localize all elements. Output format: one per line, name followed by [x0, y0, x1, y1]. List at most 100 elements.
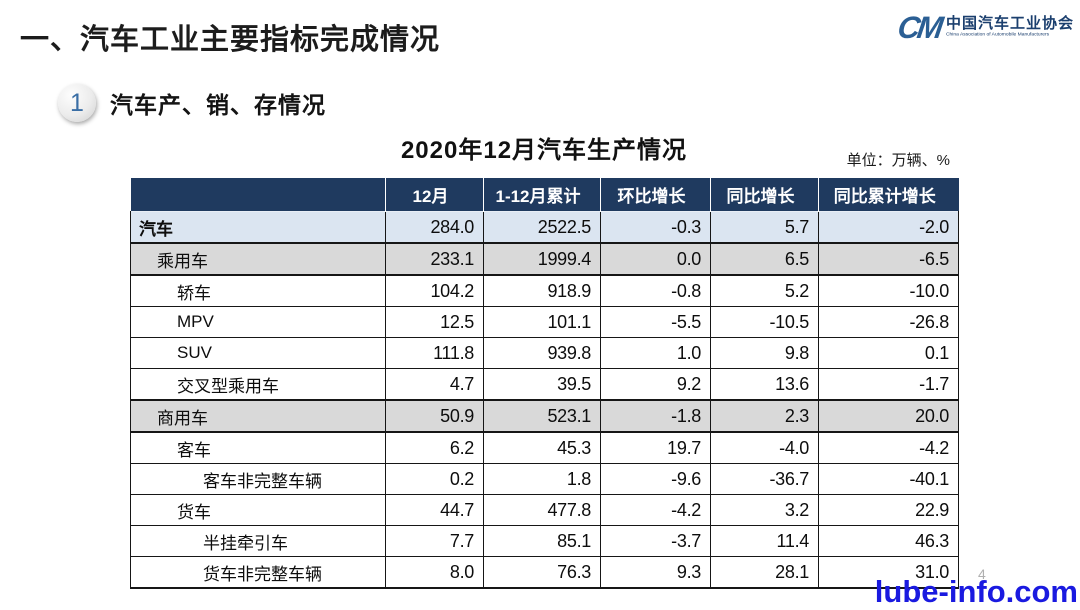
- value-cell: -6.5: [818, 242, 959, 276]
- value-cell: 1.0: [600, 337, 711, 369]
- value-cell: 45.3: [483, 431, 601, 464]
- value-cell: 19.7: [600, 431, 711, 464]
- value-cell: 284.0: [385, 211, 484, 244]
- unit-note: 单位：万辆、%: [846, 152, 950, 169]
- value-cell: -40.1: [818, 463, 959, 495]
- value-cell: 111.8: [385, 337, 484, 369]
- row-label: 汽车: [130, 211, 386, 244]
- value-cell: 8.0: [385, 556, 484, 589]
- value-cell: 0.0: [600, 242, 711, 276]
- value-cell: 9.3: [600, 556, 711, 589]
- value-cell: 31.0: [818, 556, 959, 589]
- table-row: 货车 44.7 477.8 -4.2 3.2 22.9: [130, 494, 959, 526]
- value-cell: 1999.4: [483, 242, 601, 276]
- value-cell: -0.8: [600, 274, 711, 307]
- value-cell: 39.5: [483, 368, 601, 401]
- row-label: 乘用车: [130, 242, 386, 276]
- table-row: 客车非完整车辆 0.2 1.8 -9.6 -36.7 -40.1: [130, 463, 959, 495]
- column-header: 环比增长: [600, 178, 711, 212]
- value-cell: 76.3: [483, 556, 601, 589]
- table-header-row: 12月 1-12月累计 环比增长 同比增长 同比累计增长: [130, 178, 959, 212]
- section-number-badge: 1: [58, 84, 96, 122]
- table-header: 12月 1-12月累计 环比增长 同比增长 同比累计增长: [130, 178, 959, 212]
- row-label: 商用车: [130, 399, 386, 433]
- value-cell: -3.7: [600, 525, 711, 557]
- value-cell: 233.1: [385, 242, 484, 276]
- value-cell: 9.2: [600, 368, 711, 401]
- row-label: 交叉型乘用车: [130, 368, 386, 401]
- production-table: 12月 1-12月累计 环比增长 同比增长 同比累计增长 汽车 284.0 2522.5 -0…: [130, 178, 959, 589]
- table-row: 半挂牵引车 7.7 85.1 -3.7 11.4 46.3: [130, 525, 959, 557]
- row-label: MPV: [130, 306, 386, 338]
- value-cell: 0.1: [818, 337, 959, 369]
- value-cell: 6.2: [385, 431, 484, 464]
- caam-logo: CM 中国汽车工业协会 China Association of Automob…: [895, 10, 1074, 45]
- table-body: 汽车 284.0 2522.5 -0.3 5.7 -2.0 乘用车 233.1 1999.4 0.…: [130, 211, 959, 589]
- value-cell: 918.9: [483, 274, 601, 307]
- value-cell: 22.9: [818, 494, 959, 526]
- value-cell: 939.8: [483, 337, 601, 369]
- column-header: 同比增长: [710, 178, 819, 212]
- value-cell: 477.8: [483, 494, 601, 526]
- section-title: 汽车产、销、存情况: [110, 92, 326, 118]
- value-cell: -1.8: [600, 399, 711, 433]
- row-label: 货车: [130, 494, 386, 526]
- value-cell: -10.0: [818, 274, 959, 307]
- value-cell: 50.9: [385, 399, 484, 433]
- value-cell: -26.8: [818, 306, 959, 338]
- value-cell: -2.0: [818, 211, 959, 244]
- watermark: lube-info.com: [874, 574, 1078, 609]
- logo-name-en: China Association of Automobile Manufact…: [945, 32, 1050, 38]
- value-cell: 2522.5: [483, 211, 601, 244]
- value-cell: -4.0: [710, 431, 819, 464]
- value-cell: 7.7: [385, 525, 484, 557]
- row-label: 货车非完整车辆: [130, 556, 386, 589]
- value-cell: 46.3: [818, 525, 959, 557]
- table-row: 交叉型乘用车 4.7 39.5 9.2 13.6 -1.7: [130, 368, 959, 401]
- value-cell: -9.6: [600, 463, 711, 495]
- page-title: 一、汽车工业主要指标完成情况: [20, 24, 441, 56]
- section-header: 1 汽车产、销、存情况: [58, 84, 326, 122]
- value-cell: 523.1: [483, 399, 601, 433]
- value-cell: 5.7: [710, 211, 819, 244]
- value-cell: 1.8: [483, 463, 601, 495]
- value-cell: 101.1: [483, 306, 601, 338]
- row-label: SUV: [130, 337, 386, 369]
- value-cell: 13.6: [710, 368, 819, 401]
- value-cell: -1.7: [818, 368, 959, 401]
- value-cell: 0.2: [385, 463, 484, 495]
- column-header: 1-12月累计: [483, 178, 601, 212]
- table-row: SUV 111.8 939.8 1.0 9.8 0.1: [130, 337, 959, 369]
- caam-logo-icon: CM: [895, 10, 943, 45]
- value-cell: -5.5: [600, 306, 711, 338]
- table-title: 2020年12月汽车生产情况: [400, 137, 688, 164]
- table-row: 汽车 284.0 2522.5 -0.3 5.7 -2.0: [130, 211, 959, 244]
- caam-logo-text: 中国汽车工业协会 China Association of Automobile…: [945, 14, 1074, 39]
- value-cell: 11.4: [710, 525, 819, 557]
- value-cell: 104.2: [385, 274, 484, 307]
- table-row: 货车非完整车辆 8.0 76.3 9.3 28.1 31.0: [130, 556, 959, 589]
- column-header: 12月: [385, 178, 484, 212]
- table-row: 轿车 104.2 918.9 -0.8 5.2 -10.0: [130, 274, 959, 307]
- value-cell: -36.7: [710, 463, 819, 495]
- value-cell: -10.5: [710, 306, 819, 338]
- table-row: 客车 6.2 45.3 19.7 -4.0 -4.2: [130, 431, 959, 464]
- value-cell: -4.2: [600, 494, 711, 526]
- section-number: 1: [70, 88, 84, 117]
- logo-name-cn: 中国汽车工业协会: [945, 14, 1074, 32]
- table-row: MPV 12.5 101.1 -5.5 -10.5 -26.8: [130, 306, 959, 338]
- value-cell: 20.0: [818, 399, 959, 433]
- table-row: 乘用车 233.1 1999.4 0.0 6.5 -6.5: [130, 242, 959, 276]
- row-label: 半挂牵引车: [130, 525, 386, 557]
- value-cell: 44.7: [385, 494, 484, 526]
- value-cell: 6.5: [710, 242, 819, 276]
- value-cell: 28.1: [710, 556, 819, 589]
- value-cell: -0.3: [600, 211, 711, 244]
- column-header-rowlabel: [130, 178, 386, 212]
- value-cell: 2.3: [710, 399, 819, 433]
- row-label: 客车非完整车辆: [130, 463, 386, 495]
- value-cell: 5.2: [710, 274, 819, 307]
- value-cell: -4.2: [818, 431, 959, 464]
- value-cell: 3.2: [710, 494, 819, 526]
- page-number: 4: [978, 566, 986, 582]
